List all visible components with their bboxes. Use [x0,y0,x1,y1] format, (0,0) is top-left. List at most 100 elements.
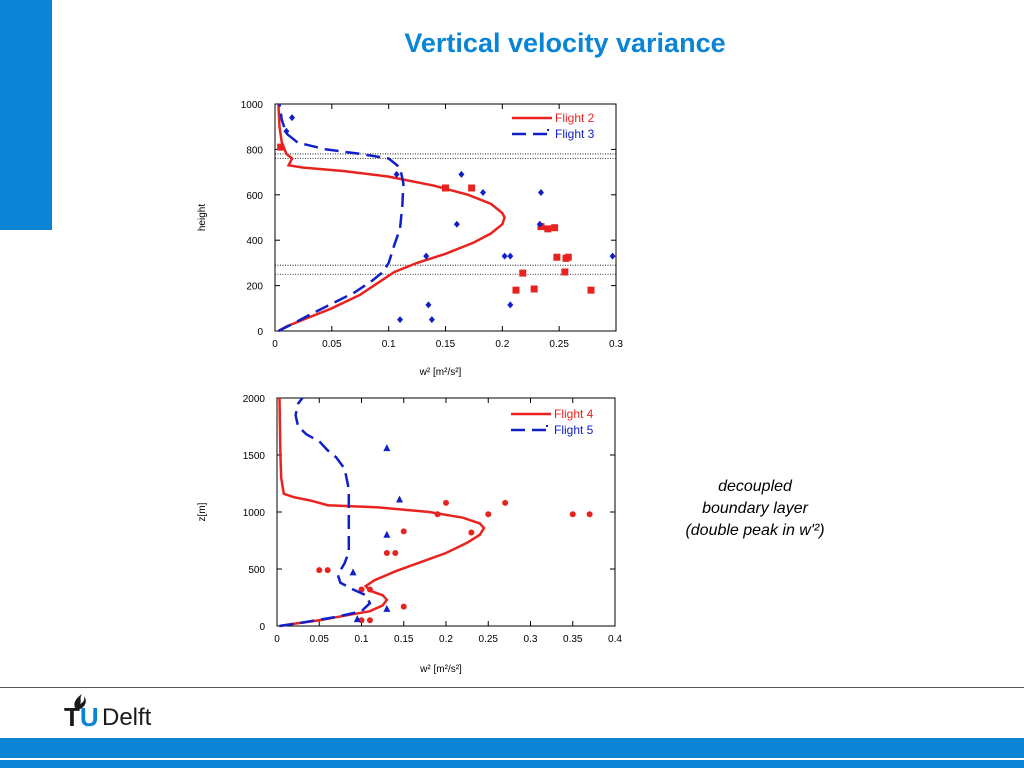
data-point-square [544,225,552,233]
x-tick-label: 0.1 [355,634,369,645]
data-point-diamond [536,220,543,228]
y-tick-label: 1500 [243,451,266,462]
data-point-square [512,286,520,294]
data-point-square [553,253,561,261]
logo-u: U [79,702,99,732]
y-tick-label: 800 [246,145,263,156]
footer-divider [0,687,1024,688]
y-tick-label: 500 [248,565,265,576]
annotation-line-1: decoupled [718,478,792,495]
data-point-circle [485,511,492,518]
data-point-square [468,184,476,192]
legend-label: Flight 4 [554,407,594,421]
y-tick-label: 400 [246,236,263,247]
legend-marker [547,129,549,131]
y-tick-label: 200 [246,282,263,293]
chart-2: 0 0.05 0.1 0.15 0.2 0.25 0.3 0.35 0.4 0 500 1000 150… [197,394,622,675]
x-tick-label: 0.05 [322,339,342,350]
data-point-diamond [609,252,616,260]
data-point-triangle [383,604,391,612]
x-axis-label: w² [m²/s²] [419,367,462,378]
y-tick-label: 0 [257,327,263,338]
slide-title: Vertical velocity variance [404,28,726,58]
data-point-circle [434,511,441,518]
data-point-triangle [396,495,404,503]
data-point-circle [316,567,323,574]
data-point-circle [400,528,407,535]
series-line-flight-2 [277,103,506,333]
data-point-diamond [283,127,290,135]
y-tick-label: 1000 [241,100,264,111]
y-axis-label: height [197,204,208,231]
data-point-diamond [428,316,435,324]
flame-icon [74,694,86,709]
x-tick-label: 0.3 [609,339,623,350]
footer-band [0,738,1024,758]
data-point-circle [366,617,373,624]
x-tick-label: 0.05 [310,634,330,645]
x-tick-label: 0.1 [382,339,396,350]
data-point-square [561,268,569,276]
x-tick-label: 0.15 [436,339,456,350]
data-point-circle [392,550,399,557]
data-point-circle [358,586,365,593]
data-point-diamond [537,189,544,197]
data-point-circle [443,499,449,506]
data-point-triangle [349,568,357,576]
y-tick-label: 0 [259,622,265,633]
tudelft-logo: TU Delft [62,692,182,736]
footer-band-thin [0,760,1024,768]
legend-marker [546,425,548,427]
y-tick-label: 600 [246,191,263,202]
data-point-diamond [425,301,432,309]
series-line-flight-3 [277,103,405,333]
data-point-circle [586,511,593,518]
annotation-line-3: (double peak in w'²) [685,522,825,539]
data-point-diamond [507,252,514,260]
data-point-square [442,184,449,192]
y-tick-label: 2000 [243,394,266,405]
data-point-diamond [507,301,514,309]
data-point-diamond [397,316,404,324]
data-point-diamond [453,220,460,228]
data-point-square [277,143,285,151]
y-axis-label: z[m] [197,502,208,521]
y-tick-label: 1000 [243,508,266,519]
x-tick-label: 0 [274,634,280,645]
x-tick-label: 0.25 [549,339,569,350]
x-tick-label: 0.15 [394,634,414,645]
x-tick-label: 0 [272,339,278,350]
data-point-diamond [289,114,296,122]
data-point-circle [502,499,509,506]
data-point-circle [569,511,576,518]
data-point-circle [400,603,407,610]
data-point-square [537,223,545,231]
series-line-flight-4 [278,397,486,628]
data-point-circle [468,529,475,536]
logo-tu: TU [64,702,99,733]
annotation-line-2: boundary layer [702,500,808,517]
charts-canvas: 0 0.05 0.1 0.15 0.2 0.25 0.3 0 200 400 600 800 1000 w… [197,100,623,675]
data-point-circle [383,550,390,557]
legend-label: Flight 2 [555,111,595,125]
data-point-circle [366,586,373,593]
x-tick-label: 0.3 [524,634,538,645]
x-axis-label: w² [m²/s²] [419,664,462,675]
data-point-square [519,269,527,277]
data-point-triangle [383,530,391,538]
series-line-flight-5 [279,397,372,628]
legend-label: Flight 3 [555,127,595,141]
data-point-square [530,285,538,293]
data-point-diamond [423,252,430,260]
data-point-triangle [383,444,391,452]
data-point-diamond [480,189,487,197]
x-tick-label: 0.35 [563,634,583,645]
left-accent-bar [0,0,52,230]
x-tick-label: 0.25 [479,634,499,645]
x-tick-label: 0.4 [608,634,622,645]
data-point-square [564,253,572,261]
x-tick-label: 0.2 [439,634,453,645]
annotation-text: decoupled boundary layer (double peak in… [660,476,850,542]
data-point-square [551,224,559,232]
chart-1: 0 0.05 0.1 0.15 0.2 0.25 0.3 0 200 400 600 800 1000 w… [197,100,623,378]
